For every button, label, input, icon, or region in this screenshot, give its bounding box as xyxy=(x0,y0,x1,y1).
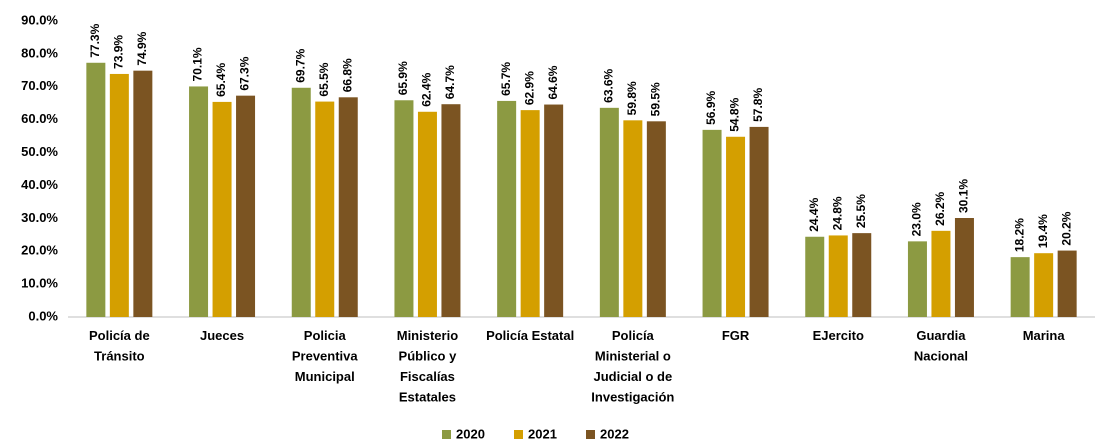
data-label: 30.1% xyxy=(957,179,971,213)
bar xyxy=(291,87,311,318)
y-tick-label: 50.0% xyxy=(21,144,58,159)
data-label: 57.8% xyxy=(751,88,765,122)
data-label: 77.3% xyxy=(88,23,102,57)
bar xyxy=(544,104,564,317)
bar xyxy=(497,100,517,317)
data-label: 65.9% xyxy=(396,61,410,95)
bar xyxy=(907,241,927,317)
data-label: 62.9% xyxy=(522,71,536,105)
bar xyxy=(315,101,335,317)
data-label: 62.4% xyxy=(420,72,434,106)
bar xyxy=(954,218,974,317)
bar xyxy=(702,129,722,317)
bar xyxy=(828,235,848,317)
y-tick-label: 70.0% xyxy=(21,78,58,93)
y-tick-label: 10.0% xyxy=(21,276,58,291)
bar xyxy=(852,233,872,317)
data-label: 23.0% xyxy=(910,202,924,236)
bar xyxy=(417,111,437,317)
bar xyxy=(394,100,414,317)
x-tick-label: Marina xyxy=(1023,328,1066,343)
data-label: 66.8% xyxy=(340,58,354,92)
y-tick-label: 40.0% xyxy=(21,177,58,192)
data-label: 65.7% xyxy=(499,62,513,96)
data-label: 18.2% xyxy=(1012,218,1026,252)
data-label: 20.2% xyxy=(1059,211,1073,245)
y-tick-label: 0.0% xyxy=(28,308,58,323)
data-label: 63.6% xyxy=(602,68,616,102)
bar xyxy=(212,101,232,317)
x-tick-label: Jueces xyxy=(200,328,244,343)
bar xyxy=(109,73,129,317)
data-label: 69.7% xyxy=(293,48,307,82)
data-label: 64.6% xyxy=(546,65,560,99)
bar xyxy=(1010,257,1030,317)
bar xyxy=(236,95,256,317)
bar xyxy=(189,86,209,318)
data-label: 59.8% xyxy=(625,81,639,115)
bar xyxy=(931,230,951,317)
bar xyxy=(441,104,461,317)
data-label: 73.9% xyxy=(112,35,126,69)
x-tick-label: EJercito xyxy=(813,328,864,343)
data-label: 25.5% xyxy=(854,194,868,228)
y-tick-label: 80.0% xyxy=(21,45,58,60)
y-tick-label: 30.0% xyxy=(21,210,58,225)
legend-swatch xyxy=(586,430,595,439)
x-tick-label: Guardia Nacional xyxy=(914,328,968,364)
x-tick-label: Ministerio Público y Fiscalías Estatales xyxy=(397,328,458,405)
data-label: 74.9% xyxy=(135,31,149,65)
bar xyxy=(520,110,540,317)
x-tick-label: Policía Estatal xyxy=(486,328,574,343)
bar xyxy=(599,107,619,318)
data-label: 64.7% xyxy=(443,65,457,99)
bar xyxy=(86,62,106,317)
legend-label: 2022 xyxy=(600,426,629,441)
data-label: 54.8% xyxy=(728,97,742,131)
x-tick-label: Policia Preventiva Municipal xyxy=(292,328,359,384)
data-label: 65.4% xyxy=(214,63,228,97)
y-tick-label: 60.0% xyxy=(21,111,58,126)
bar xyxy=(623,120,643,317)
y-tick-label: 90.0% xyxy=(21,12,58,27)
bar xyxy=(1057,250,1077,317)
x-tick-label: FGR xyxy=(722,328,750,343)
bar xyxy=(646,121,666,317)
bar xyxy=(1034,253,1054,317)
legend-swatch xyxy=(442,430,451,439)
data-label: 19.4% xyxy=(1036,214,1050,248)
x-tick-label: Policía Ministerial o Judicial o de Investi… xyxy=(591,328,674,405)
legend-swatch xyxy=(514,430,523,439)
data-label: 65.5% xyxy=(317,62,331,96)
x-tick-label: Policía de Tránsito xyxy=(89,328,150,364)
data-label: 59.5% xyxy=(649,82,663,116)
bar xyxy=(133,70,153,317)
data-label: 26.2% xyxy=(933,191,947,225)
data-label: 24.4% xyxy=(807,197,821,231)
bar xyxy=(749,126,769,317)
bar xyxy=(726,136,746,317)
y-tick-label: 20.0% xyxy=(21,243,58,258)
legend-label: 2021 xyxy=(528,426,557,441)
bar xyxy=(338,97,358,318)
data-label: 56.9% xyxy=(704,91,718,125)
data-label: 67.3% xyxy=(238,56,252,90)
data-label: 24.8% xyxy=(830,196,844,230)
data-label: 70.1% xyxy=(191,47,205,81)
legend-label: 2020 xyxy=(456,426,485,441)
bar xyxy=(805,236,825,317)
